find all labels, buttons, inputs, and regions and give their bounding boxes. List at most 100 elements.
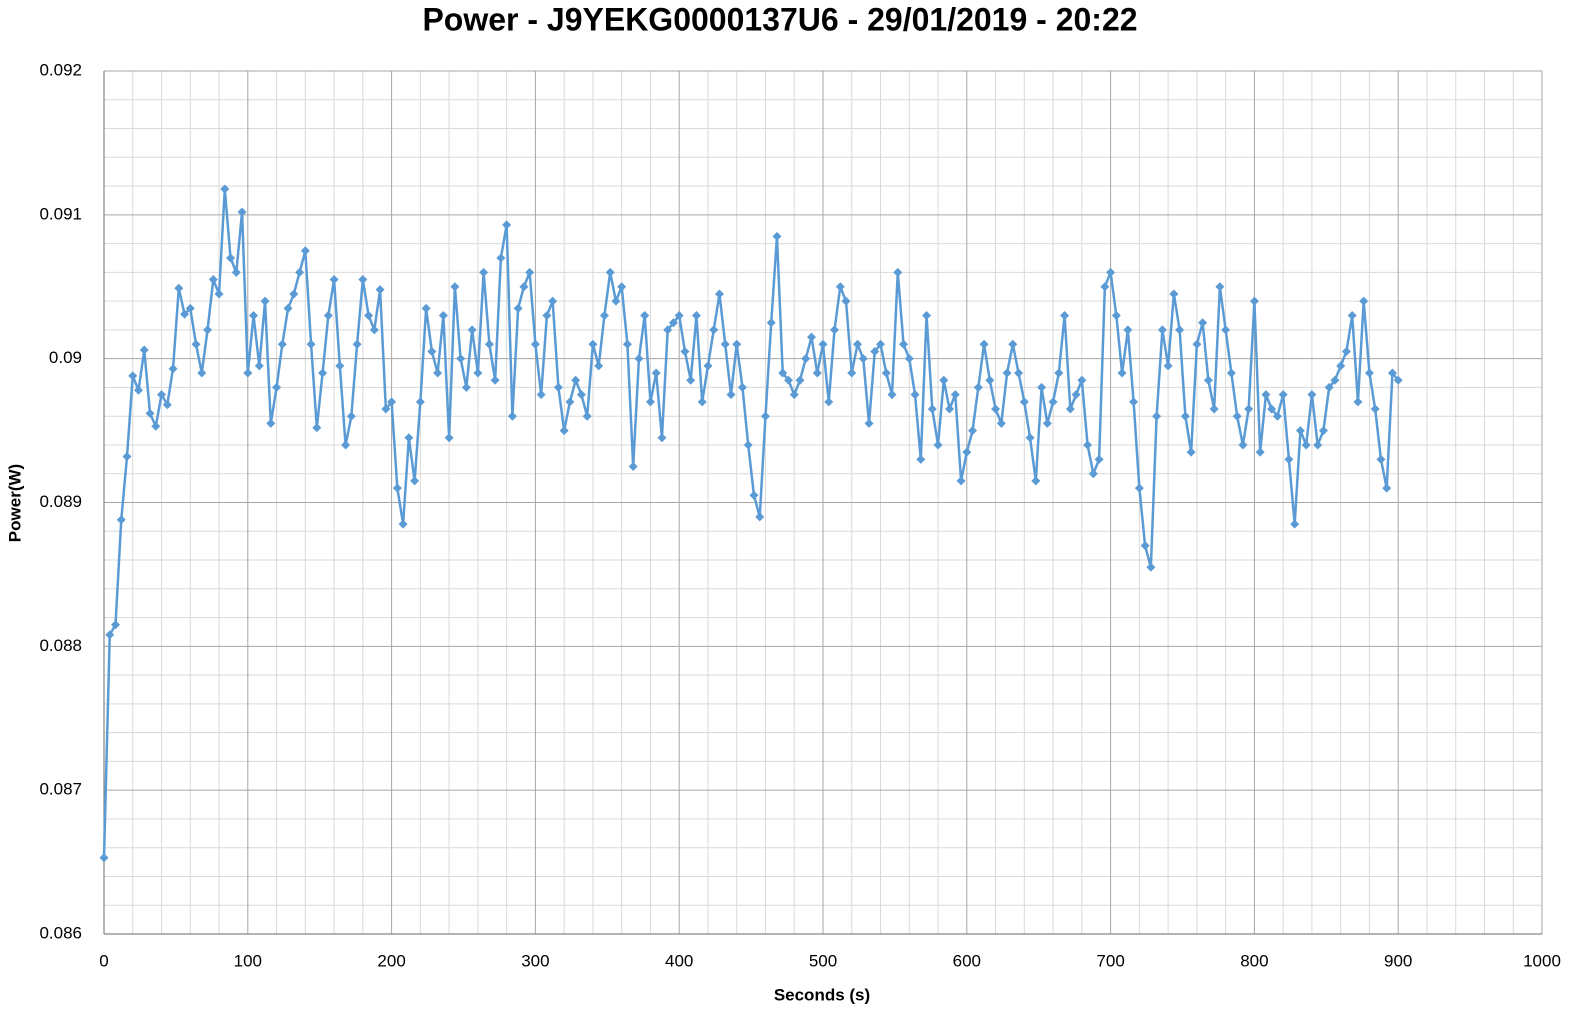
x-tick-label: 800 (1240, 951, 1268, 970)
data-point (1117, 368, 1127, 378)
data-point (329, 275, 339, 285)
data-point (1301, 440, 1311, 450)
data-point (243, 368, 253, 378)
data-point (352, 339, 362, 349)
data-point (134, 385, 144, 395)
data-point (438, 311, 448, 321)
data-point (628, 462, 638, 472)
data-point (1272, 411, 1282, 421)
data-point (916, 454, 926, 464)
data-point (1180, 411, 1190, 421)
data-point (1376, 454, 1386, 464)
data-point (335, 361, 345, 371)
data-point (525, 267, 535, 277)
data-point (1267, 404, 1277, 414)
data-point (755, 512, 765, 522)
data-point (1359, 296, 1369, 306)
data-point (818, 339, 828, 349)
data-point (622, 339, 632, 349)
data-point (111, 620, 121, 630)
data-point (1071, 390, 1081, 400)
data-point (594, 361, 604, 371)
data-point (876, 339, 886, 349)
data-point (502, 220, 512, 230)
y-tick-label: 0.09 (49, 348, 82, 367)
data-point (1244, 404, 1254, 414)
data-point (99, 853, 109, 863)
data-point (1318, 426, 1328, 436)
data-point (968, 426, 978, 436)
data-point (168, 364, 178, 374)
data-point (824, 397, 834, 407)
data-point (853, 339, 863, 349)
data-point (691, 311, 701, 321)
data-point (1186, 447, 1196, 457)
data-point (766, 318, 776, 328)
y-tick-label: 0.091 (39, 204, 82, 223)
data-point (139, 345, 149, 355)
data-point (266, 418, 276, 428)
data-point (312, 423, 322, 433)
data-point (1175, 325, 1185, 335)
data-point (1307, 390, 1317, 400)
data-point (1387, 368, 1397, 378)
data-point (1169, 289, 1179, 299)
data-point (599, 311, 609, 321)
data-point (835, 282, 845, 292)
data-point (1048, 397, 1058, 407)
data-point (145, 408, 155, 418)
data-point (295, 267, 305, 277)
data-point (1019, 397, 1029, 407)
data-point (450, 282, 460, 292)
data-point (1014, 368, 1024, 378)
data-point (1088, 469, 1098, 479)
data-point (116, 515, 126, 525)
data-point (1083, 440, 1093, 450)
data-point (841, 296, 851, 306)
data-point (726, 390, 736, 400)
data-point (991, 404, 1001, 414)
data-point (582, 411, 592, 421)
data-point (318, 368, 328, 378)
data-point (1060, 311, 1070, 321)
data-point (1140, 541, 1150, 551)
x-tick-label: 600 (953, 951, 981, 970)
data-point (548, 296, 558, 306)
data-point (657, 433, 667, 443)
data-point (237, 207, 247, 217)
data-point (1192, 339, 1202, 349)
data-point (1037, 382, 1047, 392)
data-point (277, 339, 287, 349)
data-point (306, 339, 316, 349)
data-point (922, 311, 932, 321)
data-point (1198, 318, 1208, 328)
data-point (893, 267, 903, 277)
data-point (1094, 454, 1104, 464)
data-point (634, 354, 644, 364)
data-point (760, 411, 770, 421)
x-tick-label: 500 (809, 951, 837, 970)
data-point (1226, 368, 1236, 378)
x-tick-label: 400 (665, 951, 693, 970)
data-point (571, 375, 581, 385)
data-point (783, 375, 793, 385)
data-point (663, 325, 673, 335)
x-tick-label: 1000 (1523, 951, 1561, 970)
data-point (456, 354, 466, 364)
data-point (479, 267, 489, 277)
data-point (830, 325, 840, 335)
data-point (530, 339, 540, 349)
data-point (375, 285, 385, 295)
data-point (1106, 267, 1116, 277)
data-point (185, 303, 195, 313)
data-point (392, 483, 402, 493)
data-point (254, 361, 264, 371)
data-point (300, 246, 310, 256)
data-point (950, 390, 960, 400)
data-point (519, 282, 529, 292)
data-point (289, 289, 299, 299)
data-point (806, 332, 816, 342)
data-point (1238, 440, 1248, 450)
data-point (364, 311, 374, 321)
data-point (686, 375, 696, 385)
